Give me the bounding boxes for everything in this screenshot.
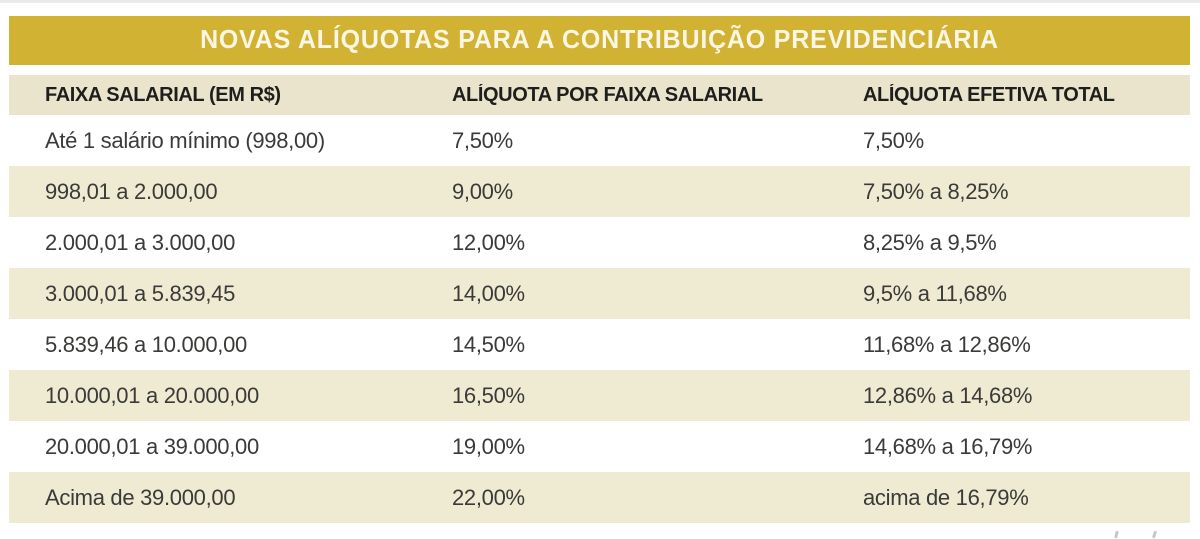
cell-faixa-salarial: 20.000,01 a 39.000,00 [45,433,259,459]
column-header-aliquota-efetiva: ALÍQUOTA EFETIVA TOTAL [863,83,1115,106]
column-header-faixa-salarial: FAIXA SALARIAL (EM R$) [45,83,281,106]
cell-aliquota-efetiva: 8,25% a 9,5% [863,229,997,255]
cell-aliquota-efetiva: 9,5% a 11,68% [863,280,1007,306]
title-table-gap [9,65,1190,75]
cell-faixa-salarial: 5.839,46 a 10.000,00 [45,331,247,357]
cell-aliquota-por-faixa: 7,50% [452,127,513,153]
infographic-title: NOVAS ALÍQUOTAS PARA A CONTRIBUIÇÃO PREV… [200,25,999,55]
cell-aliquota-efetiva: acima de 16,79% [863,484,1029,510]
cell-faixa-salarial: 998,01 a 2.000,00 [45,178,218,204]
table-row: 5.839,46 a 10.000,00 14,50% 11,68% a 12,… [9,319,1190,370]
cell-faixa-salarial: 3.000,01 a 5.839,45 [45,280,236,306]
cell-aliquota-por-faixa: 9,00% [452,178,513,204]
page-top-edge [0,0,1200,3]
cell-aliquota-por-faixa: 14,50% [452,331,525,357]
cropped-credit-text [1105,530,1175,539]
table-row: 20.000,01 a 39.000,00 19,00% 14,68% a 16… [9,421,1190,472]
table-header-row: FAIXA SALARIAL (EM R$) ALÍQUOTA POR FAIX… [9,75,1190,115]
cell-aliquota-efetiva: 11,68% a 12,86% [863,331,1031,357]
cell-faixa-salarial: Acima de 39.000,00 [45,484,236,510]
cell-aliquota-por-faixa: 14,00% [452,280,525,306]
cell-faixa-salarial: Até 1 salário mínimo (998,00) [45,127,325,153]
cell-aliquota-efetiva: 12,86% a 14,68% [863,382,1033,408]
cell-aliquota-por-faixa: 12,00% [452,229,525,255]
table-row: Até 1 salário mínimo (998,00) 7,50% 7,50… [9,115,1190,166]
column-header-aliquota-por-faixa: ALÍQUOTA POR FAIXA SALARIAL [452,83,763,106]
cell-faixa-salarial: 10.000,01 a 20.000,00 [45,382,259,408]
title-bar: NOVAS ALÍQUOTAS PARA A CONTRIBUIÇÃO PREV… [9,16,1190,65]
table-row: 3.000,01 a 5.839,45 14,00% 9,5% a 11,68% [9,268,1190,319]
table-row: 2.000,01 a 3.000,00 12,00% 8,25% a 9,5% [9,217,1190,268]
cell-aliquota-efetiva: 14,68% a 16,79% [863,433,1033,459]
table-row: 998,01 a 2.000,00 9,00% 7,50% a 8,25% [9,166,1190,217]
pension-rates-infographic: NOVAS ALÍQUOTAS PARA A CONTRIBUIÇÃO PREV… [9,16,1190,523]
table-body: Até 1 salário mínimo (998,00) 7,50% 7,50… [9,115,1190,523]
cell-aliquota-efetiva: 7,50% [863,127,924,153]
cell-aliquota-por-faixa: 16,50% [452,382,525,408]
cell-aliquota-por-faixa: 22,00% [452,484,525,510]
cell-faixa-salarial: 2.000,01 a 3.000,00 [45,229,236,255]
cell-aliquota-efetiva: 7,50% a 8,25% [863,178,1009,204]
table-row: 10.000,01 a 20.000,00 16,50% 12,86% a 14… [9,370,1190,421]
cell-aliquota-por-faixa: 19,00% [452,433,525,459]
table-row: Acima de 39.000,00 22,00% acima de 16,79… [9,472,1190,523]
